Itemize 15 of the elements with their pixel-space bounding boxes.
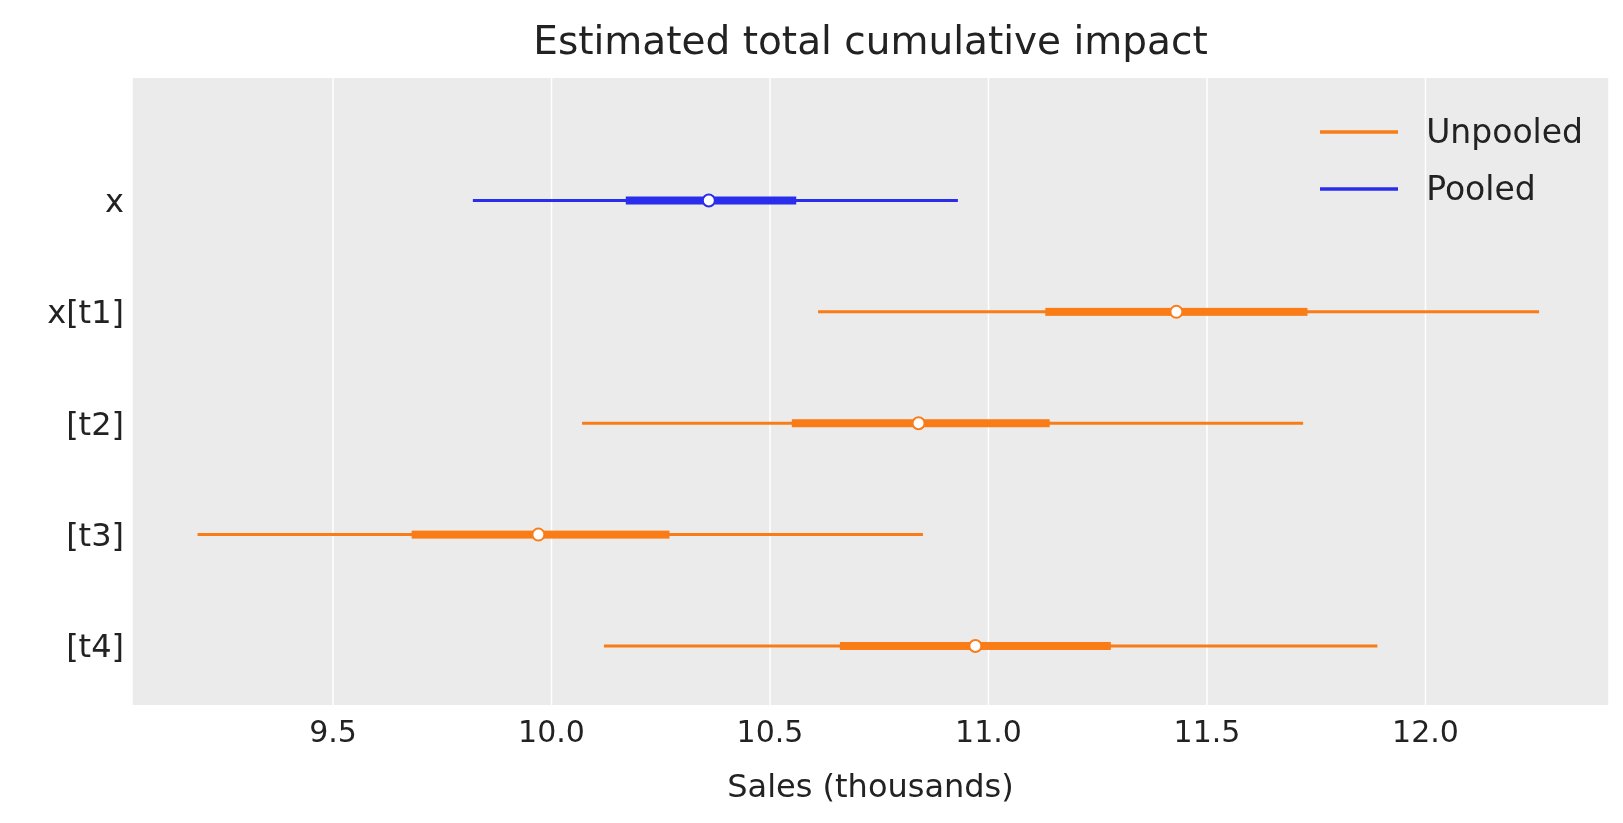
- y-tick-label: [t3]: [66, 515, 124, 554]
- x-tick-label: 12.0: [1392, 714, 1459, 750]
- x-tick-label: 11.5: [1173, 714, 1241, 750]
- legend-label: Unpooled: [1426, 112, 1583, 151]
- chart-title: Estimated total cumulative impact: [532, 18, 1209, 63]
- x-tick-label: 9.5: [309, 714, 357, 750]
- legend-label: Pooled: [1426, 169, 1536, 208]
- y-tick-label: [t2]: [66, 404, 124, 443]
- x-tick-label: 11.0: [955, 714, 1022, 750]
- y-tick-label: [t4]: [66, 627, 124, 666]
- x-tick-label: 10.0: [518, 714, 585, 750]
- y-tick-label: x[t1]: [47, 293, 124, 332]
- x-axis-title: Sales (thousands): [727, 767, 1014, 805]
- x-tick-label: 10.5: [736, 714, 804, 750]
- y-tick-label: x: [105, 181, 124, 220]
